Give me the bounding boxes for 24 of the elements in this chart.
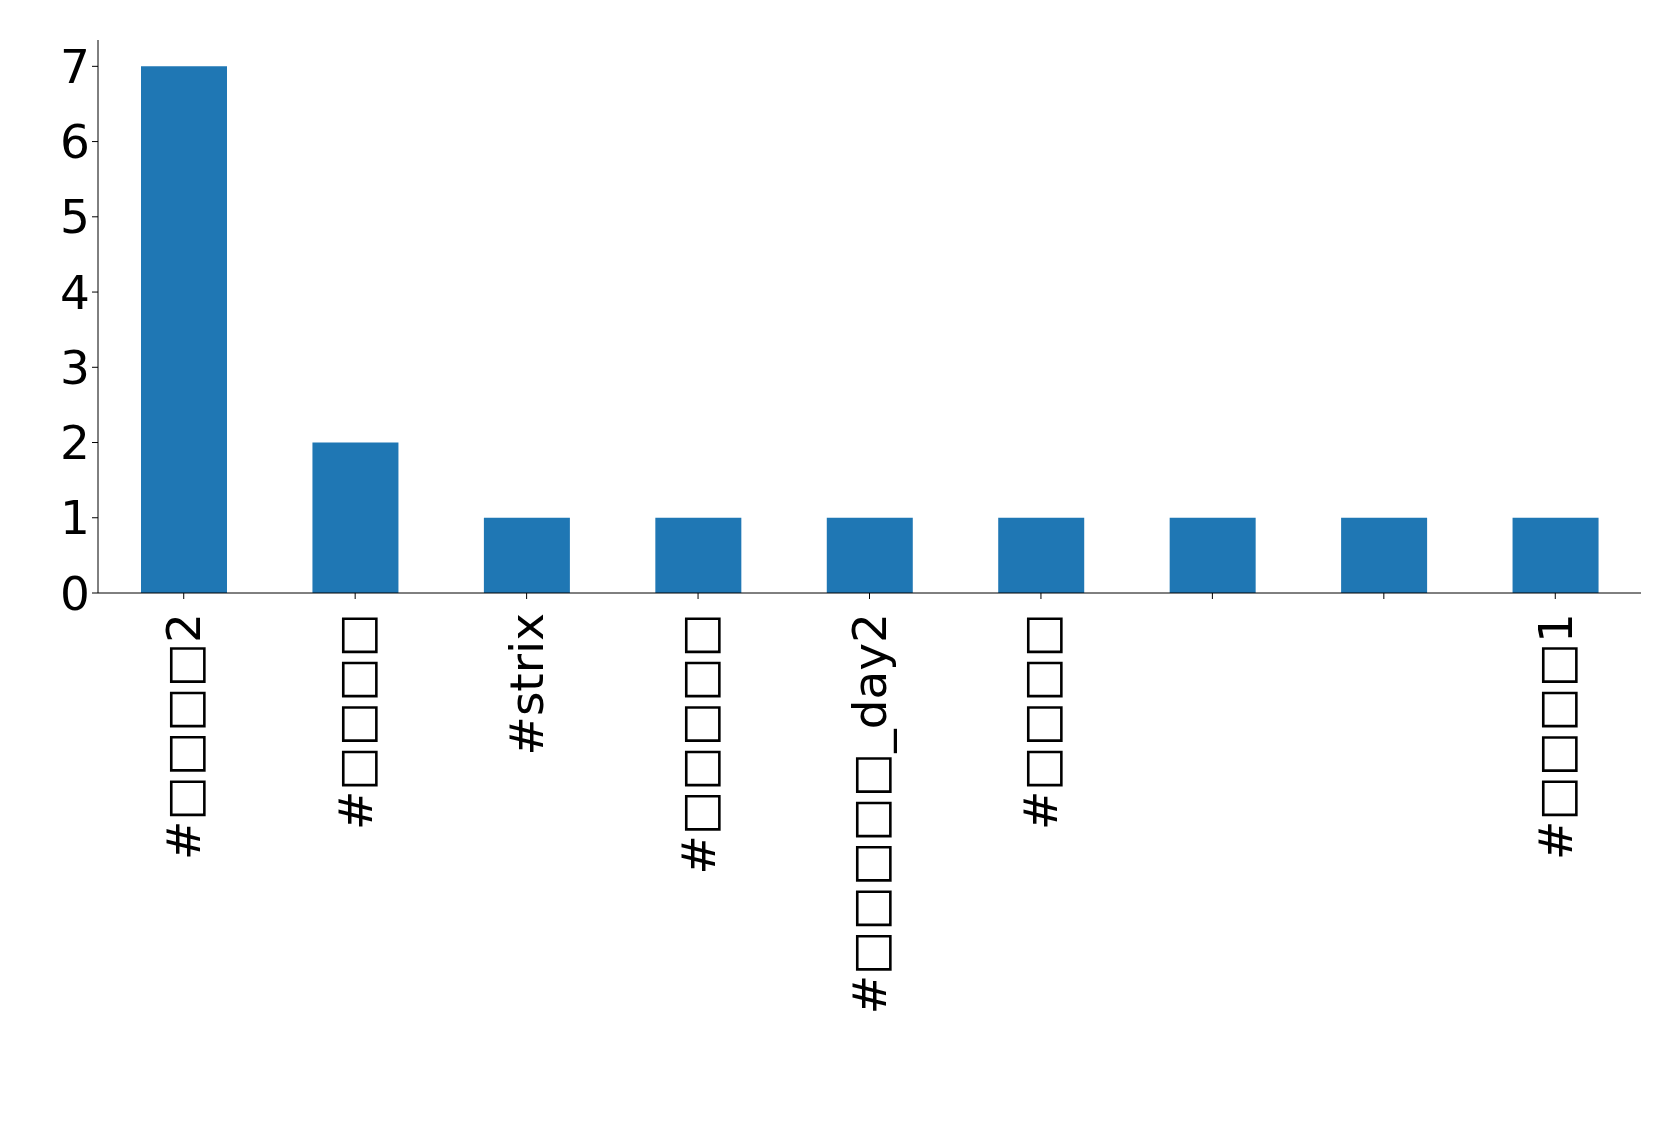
x-tick-label: #□□□□ (1013, 613, 1069, 831)
y-tick-label: 3 (60, 339, 90, 395)
y-tick-label: 1 (60, 490, 90, 546)
y-tick-label: 7 (60, 39, 90, 95)
bar (141, 66, 227, 593)
y-tick-label: 4 (60, 264, 90, 320)
x-tick-label: #strix (499, 613, 555, 756)
x-tick-label: #□□□□2 (156, 613, 212, 860)
bar (826, 517, 913, 593)
bar (483, 517, 570, 593)
x-tick-label: #□□□□ (327, 613, 383, 831)
bar (312, 442, 399, 593)
x-tick-label: #□□□□□_day2 (842, 613, 897, 1015)
bar (998, 517, 1085, 593)
x-tick-label: #□□□□□ (670, 613, 726, 875)
y-tick-label: 0 (60, 565, 90, 621)
bar (1341, 517, 1428, 593)
x-tick-label: #□□□□1 (1527, 613, 1583, 860)
bar (1512, 517, 1599, 593)
bar (1169, 517, 1256, 593)
y-tick-label: 2 (60, 415, 90, 471)
y-tick-label: 5 (60, 189, 90, 245)
bar (655, 517, 742, 593)
y-tick-label: 6 (60, 114, 90, 170)
